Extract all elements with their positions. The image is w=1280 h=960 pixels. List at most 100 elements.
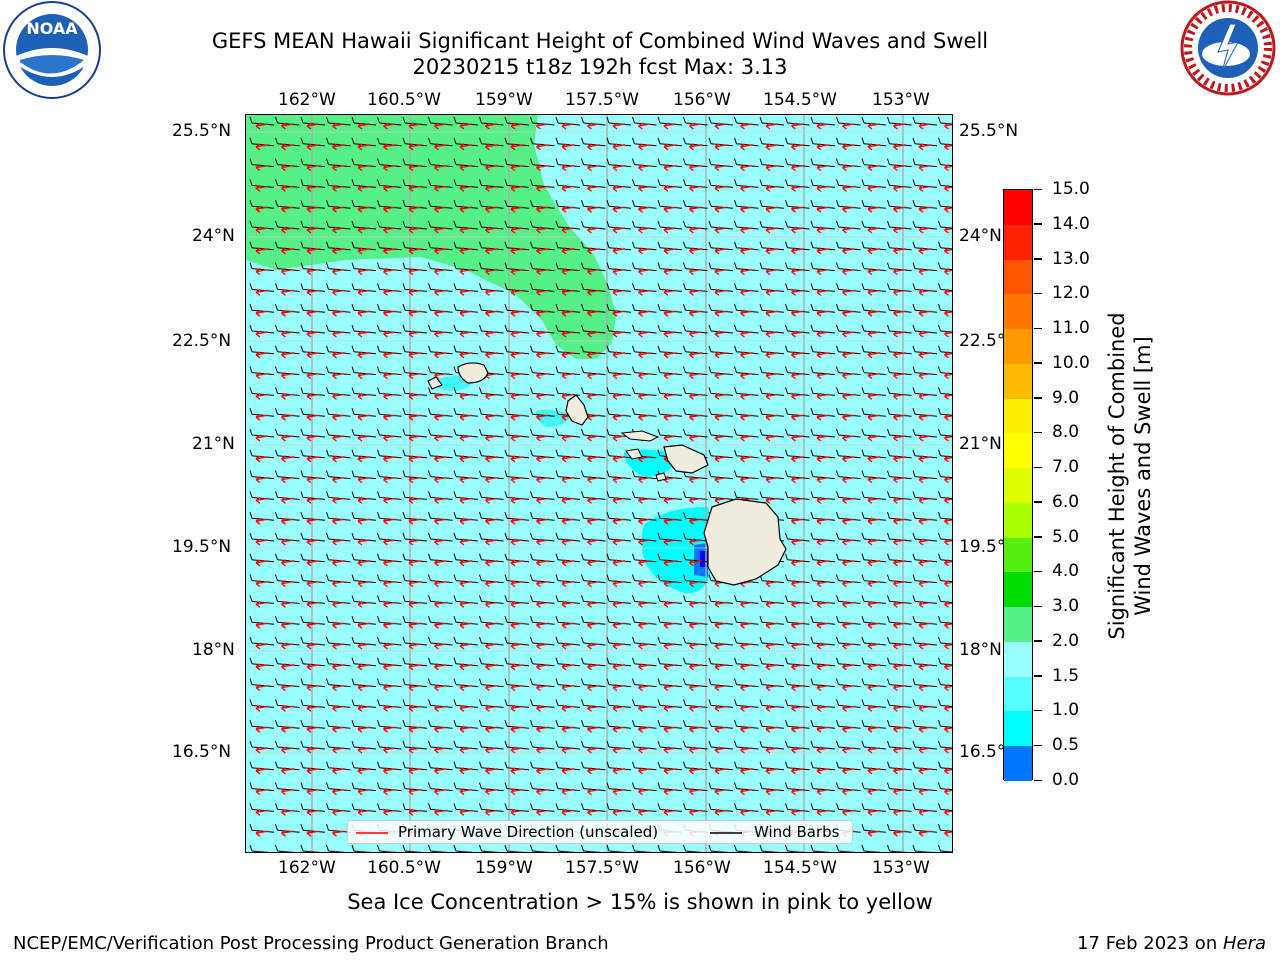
- wind-barb: [479, 283, 504, 292]
- wind-barb: [351, 366, 377, 376]
- wind-barb: [326, 220, 351, 230]
- wave-direction-arrow: [842, 351, 855, 359]
- wind-barb: [632, 366, 657, 376]
- wind-barb: [759, 408, 785, 417]
- wave-direction-arrow: [436, 850, 447, 852]
- wind-barb: [887, 553, 912, 563]
- wind-barb: [912, 387, 938, 396]
- wave-direction-arrow: [765, 684, 779, 692]
- wave-direction-arrow: [944, 621, 952, 629]
- lat-label: 24°N: [192, 226, 235, 246]
- wind-barb: [785, 116, 810, 126]
- wave-direction-arrow: [357, 767, 371, 775]
- wave-direction-arrow: [434, 559, 447, 567]
- colorbar-segment: [1004, 259, 1032, 295]
- wave-direction-arrow: [740, 247, 753, 255]
- wave-direction-arrow: [408, 247, 422, 255]
- wave-direction-arrow: [740, 725, 753, 733]
- wind-barb: [785, 449, 810, 459]
- wave-direction-arrow: [765, 184, 779, 192]
- wave-direction-arrow: [332, 808, 345, 816]
- wave-direction-arrow: [587, 580, 600, 588]
- wave-direction-arrow: [867, 704, 881, 712]
- wave-direction-arrow: [306, 808, 320, 816]
- lon-label: 154.5°W: [763, 858, 837, 878]
- wind-barb: [249, 574, 275, 584]
- wind-barb: [249, 740, 275, 750]
- wind-barb: [606, 532, 632, 542]
- wind-barb: [300, 844, 320, 852]
- wave-direction-arrow: [842, 704, 855, 712]
- wind-barb: [402, 408, 428, 417]
- wind-barb: [479, 532, 504, 542]
- wind-barb: [734, 844, 754, 852]
- wind-barb: [708, 241, 734, 251]
- wind-barb: [861, 449, 887, 459]
- wind-barb: [836, 532, 861, 542]
- wind-barb: [428, 408, 453, 417]
- wave-direction-arrow: [408, 372, 422, 380]
- wave-direction-arrow: [638, 600, 651, 608]
- colorbar-tick: [1034, 570, 1042, 573]
- wind-barb: [300, 595, 326, 604]
- wind-barb: [683, 512, 708, 521]
- wind-barb: [555, 283, 581, 292]
- wind-barb: [912, 158, 938, 168]
- wind-barb: [428, 283, 453, 292]
- wave-direction-arrow: [485, 143, 498, 151]
- wind-barb: [453, 574, 479, 584]
- wave-direction-arrow: [893, 746, 906, 754]
- wave-direction-arrow: [561, 330, 575, 338]
- wind-barb: [479, 449, 504, 459]
- wave-direction-arrow: [816, 392, 830, 400]
- colorbar-label: 3.0: [1052, 596, 1080, 617]
- colorbar-tick: [1034, 466, 1042, 469]
- wave-direction-arrow: [869, 850, 880, 852]
- wind-barb: [402, 137, 428, 147]
- wave-direction-arrow: [638, 392, 651, 400]
- wind-barb: [555, 782, 581, 792]
- island-kahoolawe: [655, 472, 667, 482]
- wave-direction-arrow: [612, 600, 626, 608]
- wave-direction-arrow: [510, 767, 524, 775]
- wave-direction-arrow: [459, 808, 473, 816]
- wave-direction-arrow: [740, 309, 753, 317]
- wind-barb: [530, 158, 555, 168]
- wave-direction-arrow: [765, 351, 779, 359]
- wave-direction-arrow: [561, 268, 575, 276]
- colorbar-tick: [1034, 536, 1042, 538]
- wave-direction-arrow: [306, 663, 320, 671]
- wave-direction-arrow: [357, 351, 371, 359]
- wind-barb: [275, 740, 300, 750]
- wind-barb: [504, 720, 530, 729]
- wind-barb: [402, 304, 428, 313]
- wind-barb: [581, 449, 606, 459]
- wave-direction-arrow: [816, 704, 830, 712]
- wind-barb: [683, 200, 708, 209]
- wave-direction-arrow: [893, 164, 906, 172]
- wave-direction-arrow: [714, 642, 728, 650]
- wave-direction-arrow: [612, 164, 626, 172]
- wave-direction-arrow: [689, 808, 702, 816]
- wave-direction-arrow: [842, 788, 855, 796]
- wave-direction-arrow: [408, 600, 422, 608]
- wind-barb: [555, 844, 575, 852]
- wind-barb: [912, 532, 938, 542]
- wind-barb: [504, 387, 530, 396]
- wave-direction-arrow: [612, 621, 626, 629]
- wind-barb: [351, 740, 377, 750]
- wave-direction-arrow: [383, 288, 396, 296]
- wind-barb: [326, 262, 351, 272]
- wind-barb: [810, 449, 836, 459]
- wave-direction-arrow: [383, 476, 396, 484]
- wind-barb: [377, 803, 402, 812]
- wind-barb: [377, 449, 402, 459]
- wave-direction-arrow: [689, 580, 702, 588]
- wave-direction-arrow: [383, 496, 396, 504]
- wave-direction-arrow: [842, 621, 855, 629]
- wave-direction-arrow: [510, 621, 524, 629]
- wind-barb: [453, 470, 479, 480]
- wind-barb: [836, 844, 856, 852]
- wave-direction-arrow: [408, 476, 422, 484]
- lat-label: 18°N: [192, 640, 235, 660]
